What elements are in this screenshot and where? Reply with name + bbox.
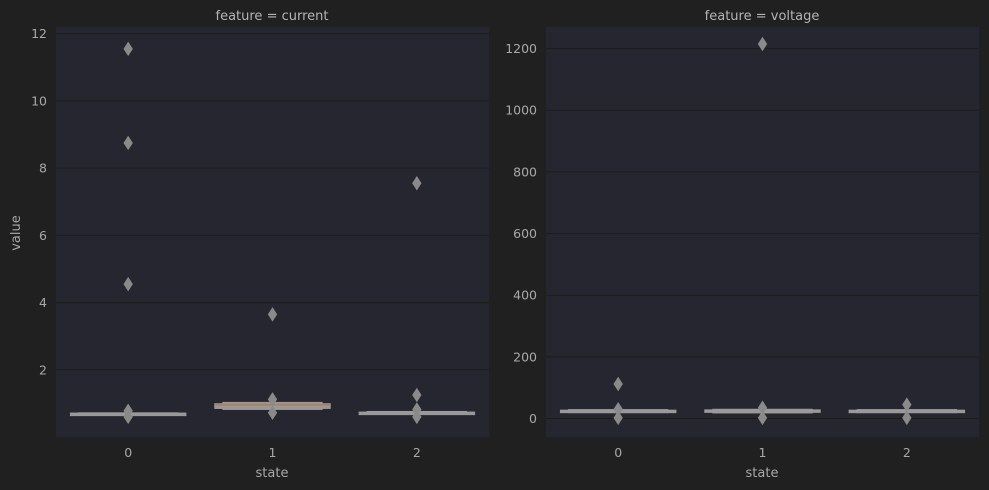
outlier-point — [412, 387, 422, 403]
x-tick-label: 1 — [269, 445, 277, 460]
y-tick-label: 400 — [513, 288, 537, 303]
outliers-voltage — [613, 36, 912, 426]
y-tick-label: 4 — [39, 295, 47, 310]
outlier-point — [267, 405, 278, 421]
y-tick-label: 600 — [513, 226, 537, 241]
outlier-point — [123, 41, 133, 57]
y-axis-label: value — [9, 215, 24, 251]
plot-area-current — [56, 27, 489, 437]
y-tick-label: 6 — [39, 228, 47, 243]
x-tick-label: 0 — [124, 445, 132, 460]
x-tick-label: 0 — [614, 445, 622, 460]
y-tick-label: 1200 — [505, 41, 537, 56]
x-tick-label: 2 — [413, 445, 421, 460]
outlier-point — [902, 410, 912, 426]
x-tick-label: 1 — [759, 445, 767, 460]
y-tick-label: 8 — [39, 161, 47, 176]
outlier-point — [123, 276, 133, 292]
title-voltage: feature = voltage — [705, 9, 820, 24]
y-tick-label: 1000 — [505, 103, 537, 118]
outlier-point — [757, 36, 768, 52]
gridlines-current — [56, 33, 489, 371]
y-tick-label: 0 — [529, 411, 537, 426]
y-tick-label: 12 — [31, 26, 47, 41]
x-ticks-current: 0 1 2 — [124, 445, 421, 460]
y-tick-label: 10 — [31, 93, 47, 108]
y-ticks-current: 2 4 6 8 10 12 — [31, 26, 47, 377]
outlier-point — [123, 409, 133, 425]
outliers-current — [123, 41, 422, 425]
plot-area-voltage — [546, 27, 979, 437]
outlier-point — [412, 176, 422, 191]
x-ticks-voltage: 0 1 2 — [614, 445, 911, 460]
outlier-point — [613, 410, 623, 426]
x-axis-label-voltage: state — [746, 466, 779, 481]
outlier-point — [412, 409, 422, 425]
y-tick-label: 800 — [513, 164, 537, 179]
x-tick-label: 2 — [903, 445, 911, 460]
x-axis-label-current: state — [256, 466, 289, 481]
outlier-point — [267, 307, 278, 322]
outlier-point — [613, 376, 623, 392]
panel-voltage: feature = voltage 020040060080010001200 … — [505, 9, 979, 481]
outlier-point — [123, 135, 133, 151]
y-ticks-voltage: 0 200 400 600 800 1000 1200 — [505, 41, 537, 426]
y-tick-label: 200 — [513, 349, 537, 364]
y-tick-label: 2 — [39, 362, 47, 377]
title-current: feature = current — [216, 9, 329, 24]
outlier-point — [757, 410, 768, 426]
